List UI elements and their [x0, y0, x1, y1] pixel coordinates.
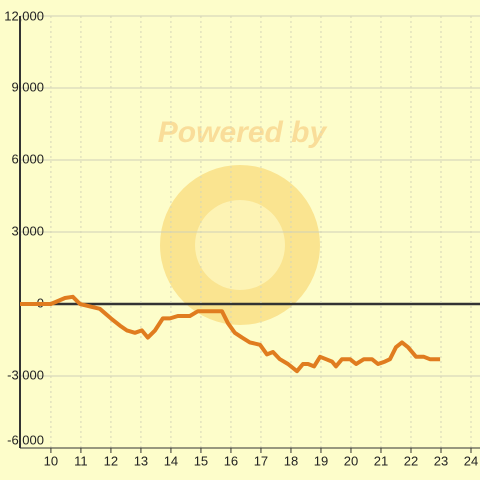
y-tick-label: -6,000 [7, 432, 44, 447]
x-tick-label: 17 [254, 453, 268, 468]
watermark: Powered by [158, 116, 328, 149]
x-tick-label: 14 [164, 453, 178, 468]
x-tick-label: 23 [434, 453, 448, 468]
y-tick-label: -3,000 [7, 367, 44, 382]
y-tick-label: 9,000 [11, 79, 44, 94]
y-tick-label: 3,000 [11, 223, 44, 238]
x-tick-label: 21 [374, 453, 388, 468]
line [20, 294, 441, 374]
x-tick-label: 13 [134, 453, 148, 468]
y-tick-label: 12,000 [4, 8, 44, 23]
x-tick-label: 12 [104, 453, 118, 468]
x-tick-label: 22 [404, 453, 418, 468]
x-tick-label: 11 [74, 453, 88, 468]
x-tick-label: 18 [284, 453, 298, 468]
x-tick-label: 20 [344, 453, 358, 468]
x-tick-label: 10 [44, 453, 58, 468]
x-tick-label: 19 [314, 453, 328, 468]
x-tick-label: 24 [464, 453, 478, 468]
y-tick-label: 6,000 [11, 151, 44, 166]
x-tick-label: 15 [194, 453, 208, 468]
x-tick-label: 16 [224, 453, 238, 468]
watermark-logo [160, 165, 320, 325]
